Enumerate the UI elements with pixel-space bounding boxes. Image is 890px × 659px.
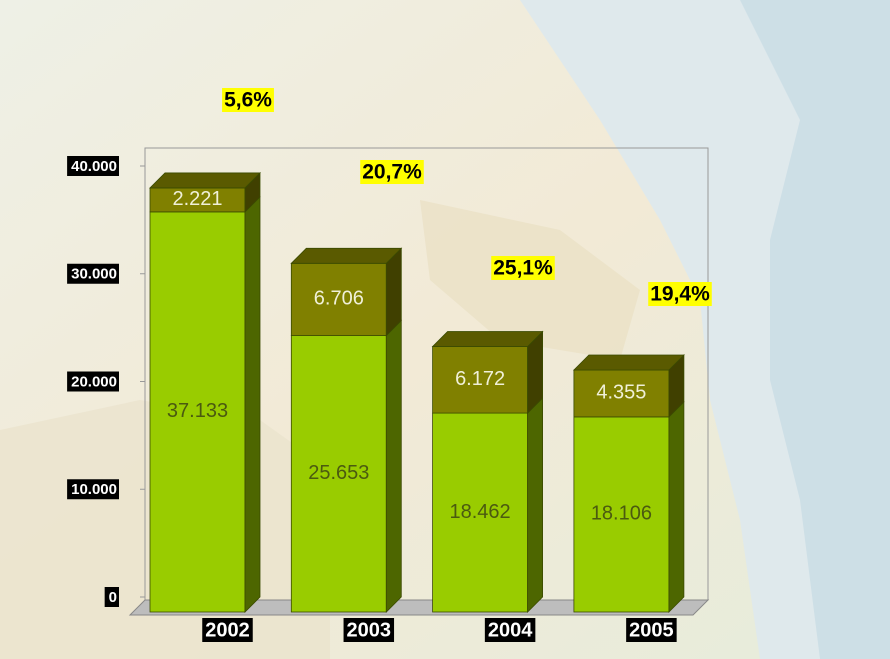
value-label: 37.133 bbox=[167, 400, 228, 422]
annotation: 19,4% bbox=[650, 283, 710, 306]
y-tick-label: 10.000 bbox=[71, 481, 117, 498]
x-tick-label: 2003 bbox=[347, 619, 392, 641]
x-tick-label: 2005 bbox=[629, 619, 674, 641]
annotation: 25,1% bbox=[493, 257, 553, 280]
value-label: 25.653 bbox=[308, 462, 369, 484]
y-tick-label: 20.000 bbox=[71, 373, 117, 390]
bar-side bbox=[245, 197, 260, 612]
value-label: 4.355 bbox=[596, 382, 646, 404]
bar-top bbox=[291, 248, 401, 263]
y-tick-label: 40.000 bbox=[71, 158, 117, 175]
bar-side bbox=[669, 402, 684, 612]
chart: 0 10.000 20.000 30.000 40.000 37.133 2.221 2002… bbox=[0, 0, 890, 659]
bar-top bbox=[433, 332, 543, 347]
annotation: 5,6% bbox=[224, 89, 272, 112]
bar-top bbox=[150, 173, 260, 188]
bar-top bbox=[574, 355, 684, 370]
value-label: 2.221 bbox=[172, 188, 222, 210]
annotation: 20,7% bbox=[362, 161, 422, 184]
bar-side bbox=[386, 321, 401, 612]
value-label: 6.172 bbox=[455, 368, 505, 390]
value-label: 18.106 bbox=[591, 503, 652, 525]
y-tick-label: 30.000 bbox=[71, 266, 117, 283]
value-label: 6.706 bbox=[314, 288, 364, 310]
y-tick-label: 0 bbox=[109, 589, 117, 606]
x-tick-label: 2002 bbox=[205, 619, 250, 641]
value-label: 18.462 bbox=[450, 501, 511, 523]
x-tick-label: 2004 bbox=[488, 619, 533, 641]
bar-side bbox=[528, 398, 543, 612]
